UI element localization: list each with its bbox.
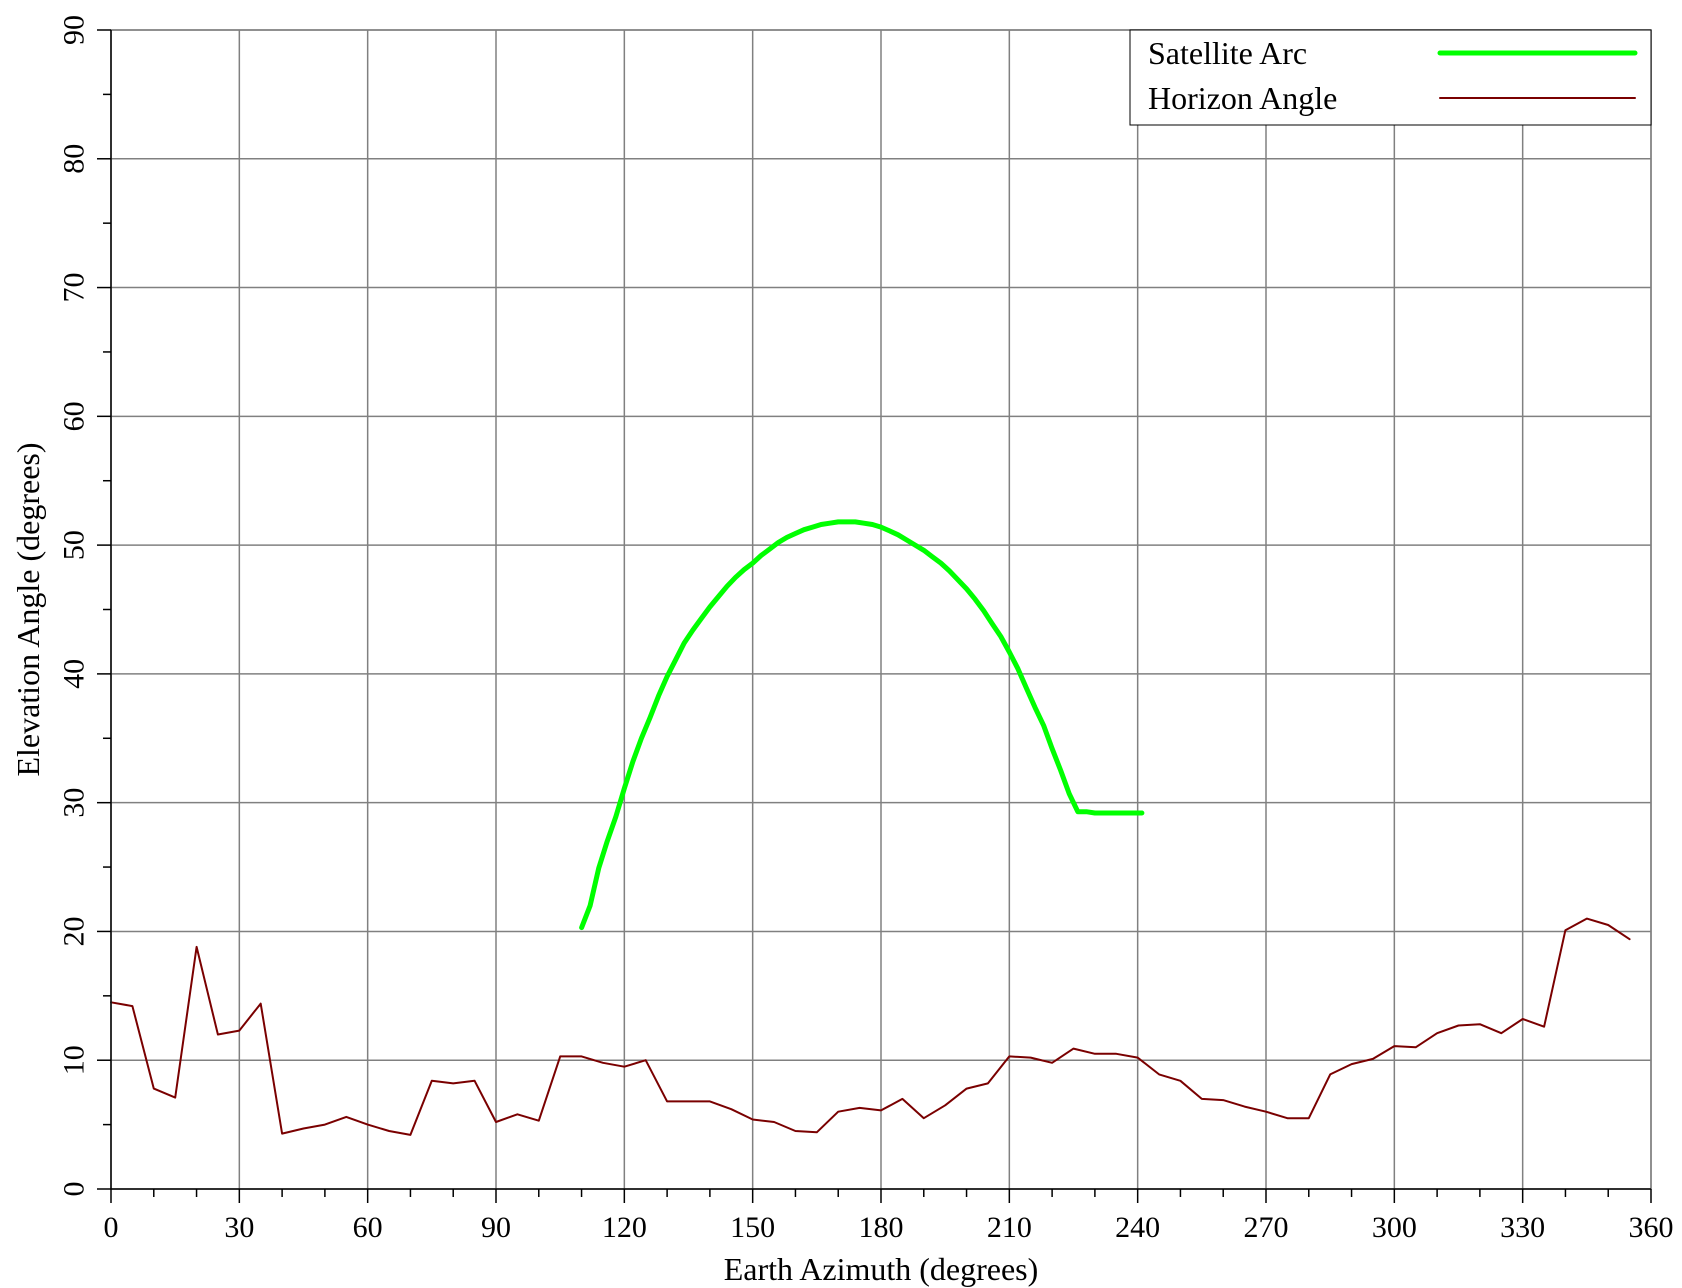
y-tick-label: 80: [58, 144, 91, 174]
y-tick-label: 30: [58, 788, 91, 818]
tick-labels: 0 30 60 90 120 150 180 210 240 270 300 330 360 0 10 20 3…: [58, 15, 1674, 1244]
x-tick-label: 210: [987, 1211, 1032, 1244]
y-tick-label: 90: [58, 15, 91, 45]
x-tick-label: 330: [1500, 1211, 1545, 1244]
legend-box: [1129, 29, 1652, 126]
legend-label-satellite-arc: Satellite Arc: [1148, 35, 1307, 71]
axes: [97, 29, 1652, 1203]
x-tick-label: 150: [730, 1211, 775, 1244]
x-tick-label: 360: [1629, 1211, 1674, 1244]
x-tick-label: 90: [481, 1211, 511, 1244]
plot-series: [110, 519, 1631, 1136]
y-tick-label: 70: [58, 273, 91, 303]
y-tick-label: 50: [58, 530, 91, 560]
x-tick-label: 60: [353, 1211, 383, 1244]
x-tick-label: 0: [104, 1211, 119, 1244]
legend-label-horizon-angle: Horizon Angle: [1148, 80, 1337, 116]
x-tick-label: 120: [602, 1211, 647, 1244]
y-axis-title: Elevation Angle (degrees): [10, 442, 46, 776]
x-tick-label: 270: [1244, 1211, 1289, 1244]
y-tick-label: 40: [58, 659, 91, 689]
x-axis-title: Earth Azimuth (degrees): [724, 1251, 1039, 1287]
x-tick-label: 30: [224, 1211, 254, 1244]
y-tick-label: 20: [58, 916, 91, 946]
y-tick-label: 10: [58, 1045, 91, 1075]
series-line-horizon-angle: [110, 917, 1631, 1136]
x-tick-label: 180: [859, 1211, 904, 1244]
legend: Satellite Arc Horizon Angle: [1129, 29, 1652, 126]
series-line-satellite-arc: [579, 519, 1145, 931]
x-tick-label: 300: [1372, 1211, 1417, 1244]
y-tick-label: 0: [58, 1182, 91, 1197]
y-tick-label: 60: [58, 401, 91, 431]
x-tick-label: 240: [1115, 1211, 1160, 1244]
